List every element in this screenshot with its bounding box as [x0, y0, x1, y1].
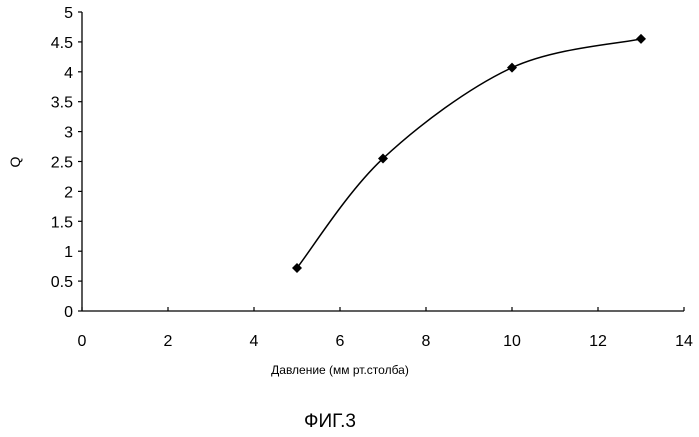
x-axis-title: Давление (мм рт.столба) — [271, 363, 409, 377]
y-tick-label: 5 — [64, 5, 73, 22]
y-tick-label: 4 — [64, 65, 73, 82]
x-tick-label: 2 — [164, 333, 173, 350]
x-tick-label: 0 — [78, 333, 87, 350]
figure-caption: ФИГ.3 — [304, 411, 356, 432]
y-tick-label: 3 — [64, 125, 73, 142]
y-tick-label: 1.5 — [51, 214, 73, 231]
y-tick-label: 4.5 — [51, 35, 73, 52]
y-tick-label: 0.5 — [51, 274, 73, 291]
y-tick-label: 3.5 — [51, 95, 73, 112]
x-tick-label: 6 — [336, 333, 345, 350]
y-axis-title: Q — [7, 156, 23, 167]
x-tick-label: 14 — [675, 333, 693, 350]
x-tick-label: 4 — [250, 333, 259, 350]
x-tick-label: 8 — [422, 333, 431, 350]
data-point — [636, 34, 646, 44]
y-tick-label: 0 — [64, 304, 73, 321]
plot-area: 0 0.5 1 1.5 2 2.5 3 3.5 4 4.5 5 0 2 4 6 8 10 12 14 — [51, 5, 693, 350]
y-tick-label: 2.5 — [51, 155, 73, 172]
y-tick-label: 1 — [64, 244, 73, 261]
data-point — [507, 63, 517, 73]
series-line — [297, 39, 641, 268]
x-tick-label: 12 — [589, 333, 607, 350]
y-tick-label: 2 — [64, 184, 73, 201]
x-tick-label: 10 — [503, 333, 521, 350]
